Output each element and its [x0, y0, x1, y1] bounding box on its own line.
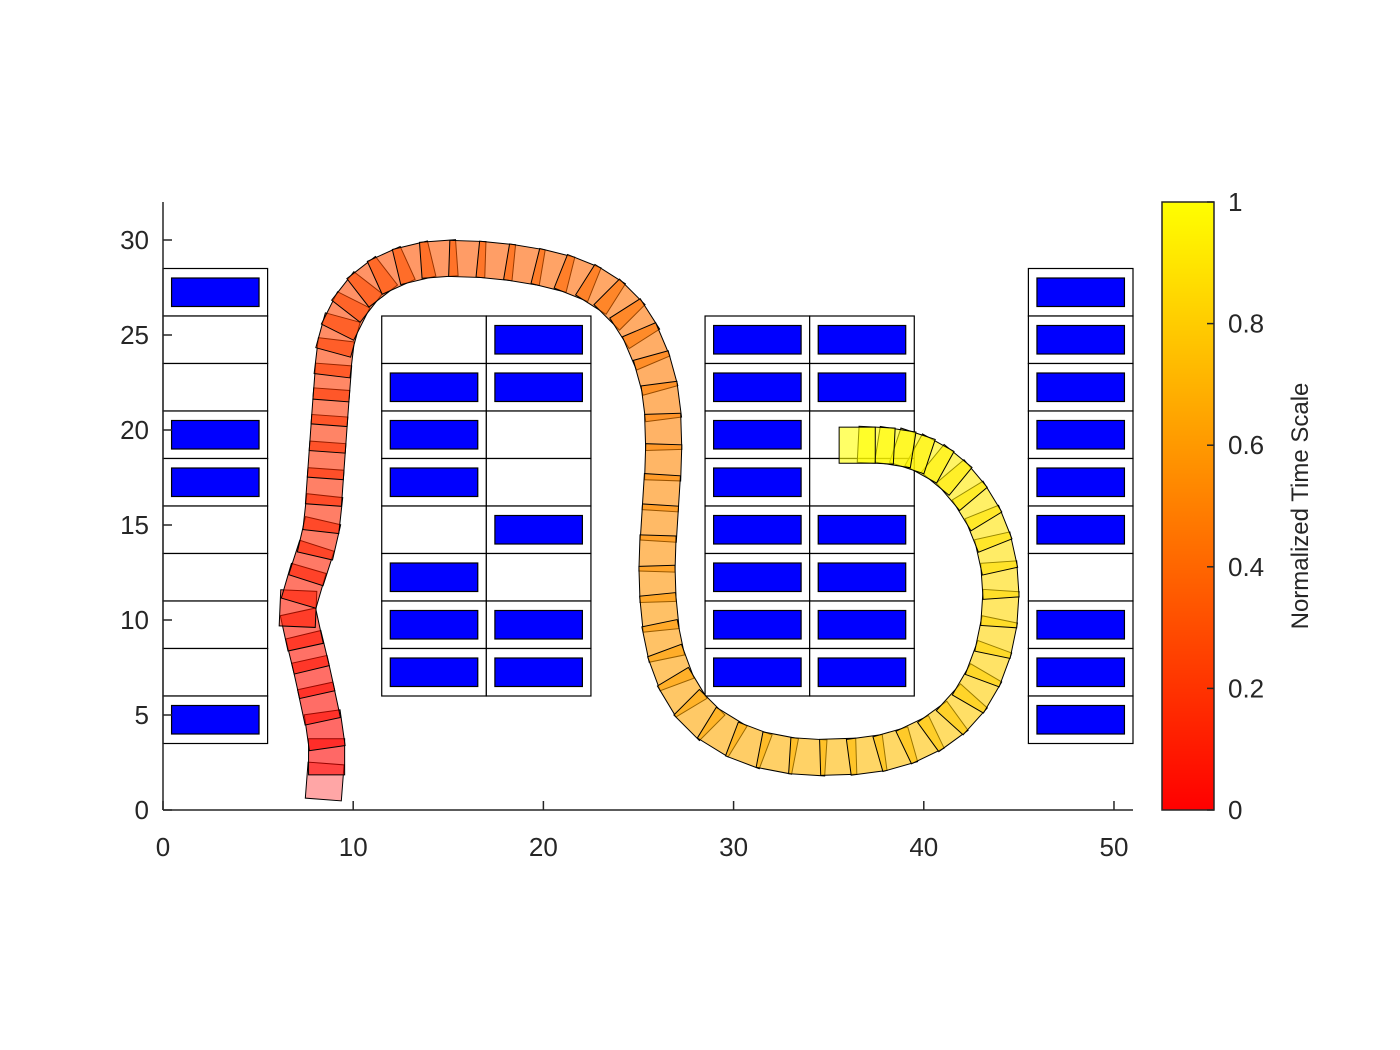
colorbar-tick-label: 1: [1228, 187, 1242, 217]
parked-car: [817, 562, 907, 593]
parking-spot: [162, 600, 269, 650]
parked-car: [817, 372, 907, 403]
parked-car: [389, 609, 479, 640]
parking-spot: [162, 647, 269, 697]
y-tick-label: 20: [120, 415, 149, 445]
parked-car: [1036, 324, 1126, 355]
y-tick-label: 15: [120, 510, 149, 540]
axes: 0 10 20 30 40 50 0 5 10 15 20 25 30: [120, 202, 1133, 862]
x-tick-label: 0: [156, 832, 170, 862]
parked-car: [1036, 419, 1126, 450]
parked-car: [389, 467, 479, 498]
colorbar-ticks: 0 0.2 0.4 0.6 0.8 1: [1207, 187, 1264, 825]
vehicle-trajectory: [278, 239, 1020, 802]
parked-car: [713, 372, 802, 403]
parked-car: [494, 514, 583, 545]
y-tick-label: 0: [135, 795, 149, 825]
y-tick-label: 5: [135, 700, 149, 730]
x-tick-label: 10: [339, 832, 368, 862]
x-tick-label: 20: [529, 832, 558, 862]
parked-car: [1036, 277, 1126, 308]
parked-car: [389, 562, 479, 593]
vehicle-footprint: [838, 426, 876, 464]
parking-spot: [162, 362, 269, 412]
y-tick-label: 30: [120, 225, 149, 255]
parked-car: [494, 324, 583, 355]
parked-car: [1036, 704, 1126, 735]
parked-car: [170, 467, 260, 498]
colorbar-label: Normalized Time Scale: [1287, 383, 1314, 630]
parked-car: [389, 419, 479, 450]
parking-spot: [162, 505, 269, 555]
parked-car: [1036, 657, 1126, 688]
parking-spot: [162, 552, 269, 602]
parking-spot: [381, 505, 487, 555]
parked-car: [817, 657, 907, 688]
parked-car: [494, 609, 583, 640]
parked-car: [170, 419, 260, 450]
colorbar-tick-label: 0.2: [1228, 673, 1264, 703]
parked-car: [817, 514, 907, 545]
colorbar-tick-label: 0.6: [1228, 430, 1264, 460]
parked-car: [389, 657, 479, 688]
parked-car: [817, 324, 907, 355]
colorbar-tick-label: 0: [1228, 795, 1242, 825]
parked-car: [170, 277, 260, 308]
colorbar-tick-label: 0.4: [1228, 552, 1264, 582]
parked-car: [494, 372, 583, 403]
y-tick-label: 25: [120, 320, 149, 350]
parked-car: [170, 704, 260, 735]
parked-car: [817, 609, 907, 640]
parking-layer: [162, 267, 1134, 745]
parked-car: [713, 562, 802, 593]
parked-car: [713, 419, 802, 450]
parked-car: [1036, 514, 1126, 545]
parked-car: [713, 467, 802, 498]
x-tick-label: 40: [909, 832, 938, 862]
parked-car: [713, 609, 802, 640]
colorbar-gradient: [1161, 201, 1215, 811]
x-tick-label: 50: [1100, 832, 1129, 862]
parking-spot: [485, 552, 592, 602]
parked-car: [1036, 467, 1126, 498]
parking-spot: [485, 457, 592, 507]
parked-car: [389, 372, 479, 403]
x-tick-label: 30: [719, 832, 748, 862]
parked-car: [713, 514, 802, 545]
parked-car: [713, 657, 802, 688]
parking-spot: [1027, 552, 1134, 602]
parked-car: [1036, 609, 1126, 640]
y-tick-label: 10: [120, 605, 149, 635]
parked-car: [713, 324, 802, 355]
plot-area: 0 10 20 30 40 50 0 5 10 15 20 25 30: [120, 202, 1134, 862]
colorbar: 0 0.2 0.4 0.6 0.8 1 Normalized Time Scale: [1161, 187, 1314, 825]
parking-spot: [162, 315, 269, 365]
parking-spot: [485, 410, 592, 460]
parked-car: [1036, 372, 1126, 403]
parked-car: [494, 657, 583, 688]
parking-spot: [809, 457, 915, 507]
colorbar-tick-label: 0.8: [1228, 309, 1264, 339]
parking-spot: [381, 315, 487, 365]
